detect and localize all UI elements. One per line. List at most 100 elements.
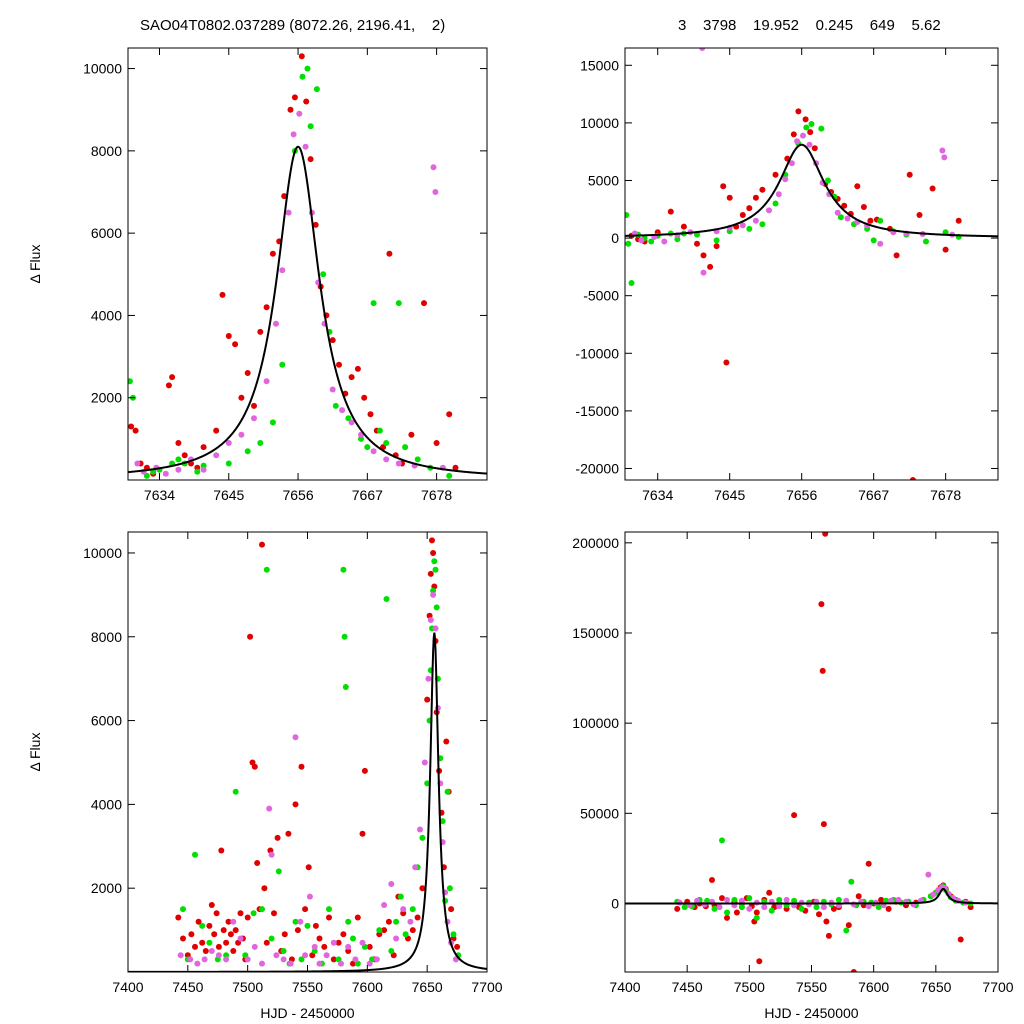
data-point-red — [254, 860, 261, 866]
data-point-red — [807, 129, 814, 136]
data-point-violet — [843, 897, 850, 904]
data-point-green — [376, 927, 383, 934]
data-point-green — [175, 456, 182, 463]
data-point-red — [942, 246, 949, 253]
y-tick-label: 8000 — [91, 629, 122, 645]
data-point-red — [220, 927, 227, 934]
data-point-red — [359, 830, 366, 837]
data-point-red — [244, 914, 251, 921]
x-tick-label: 7645 — [714, 487, 745, 503]
data-point-violet — [359, 939, 366, 946]
data-point-violet — [213, 452, 220, 459]
data-point-violet — [417, 826, 423, 833]
data-point-green — [340, 566, 347, 573]
data-point-violet — [888, 897, 895, 904]
data-point-red — [419, 885, 426, 892]
x-tick-label: 7634 — [642, 487, 673, 503]
data-point-red — [336, 361, 342, 368]
data-point-green — [628, 280, 635, 286]
data-point-violet — [285, 209, 292, 216]
data-point-red — [263, 304, 270, 311]
data-point-green — [803, 124, 810, 131]
data-point-red — [340, 931, 347, 938]
model-fit-curve — [625, 887, 998, 905]
data-point-green — [625, 240, 632, 247]
data-point-violet — [287, 960, 294, 967]
data-point-green — [393, 918, 400, 925]
data-point-violet — [783, 896, 790, 903]
x-tick-label: 7500 — [232, 979, 263, 995]
data-point-red — [381, 927, 388, 934]
x-tick-label: 7656 — [282, 487, 313, 503]
data-point-red — [230, 948, 237, 954]
data-point-violet — [844, 215, 851, 222]
data-point-green — [681, 904, 688, 911]
data-point-violet — [716, 904, 723, 911]
data-point-red — [733, 909, 740, 916]
data-point-violet — [134, 460, 141, 467]
data-point-green — [345, 918, 352, 925]
x-tick-label: 7650 — [920, 979, 951, 995]
data-point-green — [713, 237, 720, 244]
data-point-green — [424, 780, 431, 787]
data-point-green — [250, 910, 257, 917]
data-point-red — [132, 427, 139, 434]
data-point-violet — [339, 407, 346, 414]
data-point-green — [402, 931, 409, 938]
data-point-red — [259, 541, 265, 548]
data-point-violet — [200, 466, 207, 473]
data-point-red — [759, 186, 766, 193]
data-point-green — [345, 415, 352, 422]
data-point-violet — [225, 440, 232, 446]
data-point-green — [791, 897, 798, 904]
data-point-red — [321, 943, 328, 950]
x-tick-label: 7700 — [982, 979, 1013, 995]
data-point-green — [143, 472, 150, 479]
data-point-violet — [244, 956, 251, 963]
data-point-violet — [201, 956, 208, 963]
data-point-violet — [393, 935, 400, 942]
data-point-red — [893, 252, 900, 259]
data-point-green — [444, 788, 451, 795]
y-tick-label: -15000 — [575, 403, 619, 419]
data-point-green — [199, 922, 206, 929]
data-point-violet — [806, 141, 813, 148]
data-point-green — [430, 587, 437, 594]
data-point-green — [738, 904, 745, 911]
x-tick-label: 7550 — [292, 979, 323, 995]
data-point-green — [835, 896, 842, 903]
x-tick-label: 7700 — [471, 979, 502, 995]
data-point-red — [175, 914, 182, 921]
plot-frame — [624, 47, 999, 481]
data-point-red — [452, 464, 459, 471]
model-fit-curve — [128, 145, 487, 475]
model-fit-curve — [128, 632, 487, 972]
data-point-red — [195, 918, 202, 925]
data-point-red — [180, 935, 186, 942]
data-point-red — [427, 570, 434, 577]
data-point-red — [823, 918, 830, 925]
x-tick-label: 7678 — [421, 487, 452, 503]
data-point-red — [791, 812, 798, 819]
data-point-violet — [425, 675, 432, 682]
data-point-green — [883, 897, 890, 904]
data-point-violet — [782, 176, 789, 183]
data-point-red — [208, 902, 215, 908]
data-point-red — [316, 935, 323, 942]
data-point-red — [335, 939, 342, 946]
y-tick-label: 200000 — [572, 535, 619, 551]
data-point-green — [731, 896, 738, 903]
data-point-green — [370, 300, 377, 307]
y-tick-label: 6000 — [91, 713, 122, 729]
data-point-red — [720, 183, 727, 190]
data-point-red — [850, 969, 857, 972]
data-point-violet — [383, 456, 390, 463]
data-point-green — [383, 440, 390, 446]
data-point-red — [680, 223, 687, 230]
data-point-green — [307, 123, 314, 130]
data-point-red — [175, 440, 182, 446]
data-point-green — [194, 468, 201, 475]
data-point-red — [694, 240, 700, 247]
data-point-green — [432, 566, 439, 573]
data-point-red — [261, 885, 268, 892]
